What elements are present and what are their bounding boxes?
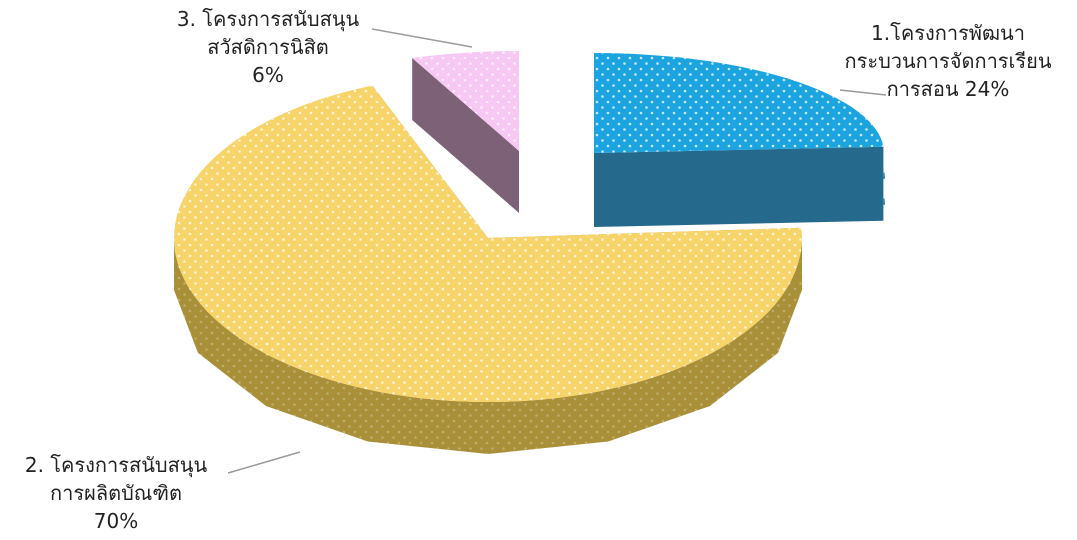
slice-label-line: 1.โครงการพัฒนา [871, 21, 1025, 45]
slice-label-2: 2. โครงการสนับสนุนการผลิตบัณฑิต 70% [25, 453, 208, 533]
slice-label-line: 2. โครงการสนับสนุน [25, 453, 208, 478]
slice-label-line: การสอน 24% [887, 77, 1010, 101]
slice-label-line: การผลิตบัณฑิต [50, 481, 182, 505]
slice-top-texture [174, 85, 802, 402]
slice-label-1: 1.โครงการพัฒนากระบวนการจัดการเรียนการสอน… [844, 21, 1051, 101]
slice-2 [174, 85, 802, 454]
leader-line-2 [227, 451, 301, 474]
slice-3 [412, 51, 519, 213]
slice-top-texture [594, 53, 884, 153]
slice-cut-wall [412, 58, 519, 213]
leader-lines [227, 28, 887, 474]
leader-line-3 [371, 28, 473, 48]
slice-band [882, 172, 885, 179]
slice-1 [594, 53, 885, 227]
leader-line-1 [839, 89, 887, 96]
slice-cut-wall [594, 146, 884, 227]
slice-label-line: 6% [252, 63, 284, 87]
slice-label-line: 70% [94, 509, 138, 533]
slice-label-line: 3. โครงการสนับสนุน [177, 7, 360, 32]
slice-side-texture [174, 238, 802, 454]
slice-label-line: สวัสดิการนิสิต [207, 35, 329, 59]
slice-top-texture [412, 51, 519, 151]
slice-label-line: กระบวนการจัดการเรียน [844, 49, 1051, 73]
slice-band [882, 198, 885, 205]
slice-labels: 1.โครงการพัฒนากระบวนการจัดการเรียนการสอน… [25, 7, 1052, 533]
pie-slices [174, 51, 885, 454]
slice-label-3: 3. โครงการสนับสนุนสวัสดิการนิสิต 6% [177, 7, 360, 87]
